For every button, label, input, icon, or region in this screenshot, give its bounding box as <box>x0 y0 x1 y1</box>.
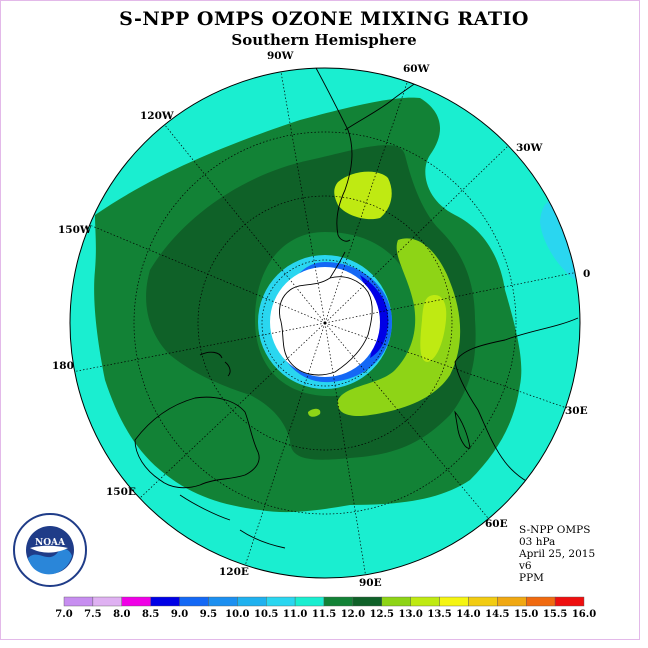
yellow-green-core <box>420 295 447 362</box>
colorbar-swatch <box>526 596 556 607</box>
lon-label-30e: 30E <box>565 405 588 417</box>
lime-crescent <box>337 238 461 417</box>
colorbar-tick-label: 10.5 <box>254 609 278 620</box>
colorbar-swatch <box>323 596 354 607</box>
lon-label-0: 0 <box>583 268 591 280</box>
colorbar-tick-label: 14.5 <box>485 609 509 620</box>
meridian-line <box>91 225 326 324</box>
meridian-line <box>324 322 489 519</box>
meridian-line <box>324 145 509 324</box>
colorbar: 7.0 7.5 8.0 8.5 9.0 9.5 10.0 10.5 11.0 11.5 12.0 12… <box>55 596 596 620</box>
latitude-circle <box>197 195 453 451</box>
madagascar-coastline <box>454 410 471 449</box>
meridian-line <box>324 79 409 324</box>
colorbar-swatch <box>92 596 122 607</box>
australia-coastline <box>134 396 260 489</box>
colorbar-swatch <box>439 596 469 607</box>
colorbar-tick-label: 13.0 <box>398 609 422 620</box>
colorbar-tick-label: 11.0 <box>283 609 307 620</box>
colorbar-swatch <box>352 596 382 607</box>
meridian-line <box>324 322 367 578</box>
noaa-logo-text: NOAA <box>35 538 66 548</box>
south-pole-marker <box>323 321 327 325</box>
meridian-line <box>244 322 326 567</box>
meridian-line <box>139 322 326 499</box>
colorbar-tick-label: 16.0 <box>572 609 596 620</box>
colorbar-swatch <box>294 596 325 607</box>
colorbar-swatch <box>179 596 209 607</box>
colorbar-swatch <box>237 596 267 607</box>
colorbar-tick-label: 15.5 <box>543 609 567 620</box>
africa-coastline <box>454 317 579 491</box>
colorbar-tick-label: 10.0 <box>225 609 249 620</box>
lon-label-90e: 90E <box>359 577 382 589</box>
low-value-patch <box>540 200 580 282</box>
colorbar-swatch <box>266 596 296 607</box>
info-level: 03 hPa <box>519 536 556 548</box>
colorbar-swatch <box>150 596 180 607</box>
lon-label-60w: 60W <box>403 63 430 75</box>
colorbar-tick-label: 12.0 <box>341 609 365 620</box>
colorbar-swatch <box>468 596 498 607</box>
graticule <box>71 71 579 578</box>
noaa-logo: NOAA <box>13 513 87 587</box>
info-version: v6 <box>519 560 532 572</box>
info-date: April 25, 2015 <box>519 548 596 560</box>
meridian-line <box>324 271 579 324</box>
antarctica-coastline <box>279 276 373 376</box>
colorbar-tick-label: 9.0 <box>171 609 188 620</box>
colorbar-tick-label: 8.0 <box>113 609 130 620</box>
colorbar-swatch <box>208 596 238 607</box>
indonesia-coastline <box>179 494 286 549</box>
colorbar-swatch <box>554 596 585 607</box>
lon-label-30w: 30W <box>516 142 543 154</box>
colorbar-tick-label: 12.5 <box>370 609 394 620</box>
lon-label-150w: 150W <box>58 224 92 236</box>
antarctic-peninsula-coastline <box>329 251 346 279</box>
lon-label-120w: 120W <box>140 110 174 122</box>
lon-label-90w: 90W <box>267 50 294 62</box>
lon-label-120e: 120E <box>219 566 249 578</box>
colorbar-tick-label: 15.0 <box>514 609 538 620</box>
map-title: S-NPP OMPS OZONE MIXING RATIO <box>119 8 529 30</box>
noaa-logo-bird <box>30 545 68 553</box>
meridian-line <box>324 322 579 413</box>
colorbar-tick-label: 14.0 <box>456 609 480 620</box>
noaa-logo-wave <box>28 549 72 575</box>
lon-label-60e: 60E <box>485 518 508 530</box>
lon-label-150e: 150E <box>106 486 136 498</box>
map-subtitle: Southern Hemisphere <box>231 31 417 49</box>
lime-spot <box>308 408 321 417</box>
map-border <box>69 67 581 579</box>
colorbar-swatch <box>410 596 440 607</box>
info-units: PPM <box>519 572 544 584</box>
colorbar-tick-label: 13.5 <box>427 609 451 620</box>
lon-label-180: 180 <box>52 360 74 372</box>
latitude-circle <box>261 259 389 387</box>
colorbar-swatch <box>497 596 527 607</box>
meridian-line <box>163 123 326 324</box>
info-instrument: S-NPP OMPS <box>519 524 591 536</box>
colorbar-tick-label: 9.5 <box>200 609 217 620</box>
colorbar-swatch <box>381 596 411 607</box>
page-frame <box>0 0 640 640</box>
colorbar-tick-label: 7.5 <box>84 609 101 620</box>
colorbar-swatch <box>121 596 151 607</box>
latitude-circle <box>133 131 517 515</box>
new-zealand-coastline <box>199 351 231 377</box>
colorbar-tick-label: 7.0 <box>55 609 72 620</box>
colorbar-tick-label: 8.5 <box>142 609 159 620</box>
colorbar-tick-label: 11.5 <box>312 609 336 620</box>
colorbar-swatch <box>63 596 94 607</box>
meridian-line <box>280 71 326 324</box>
